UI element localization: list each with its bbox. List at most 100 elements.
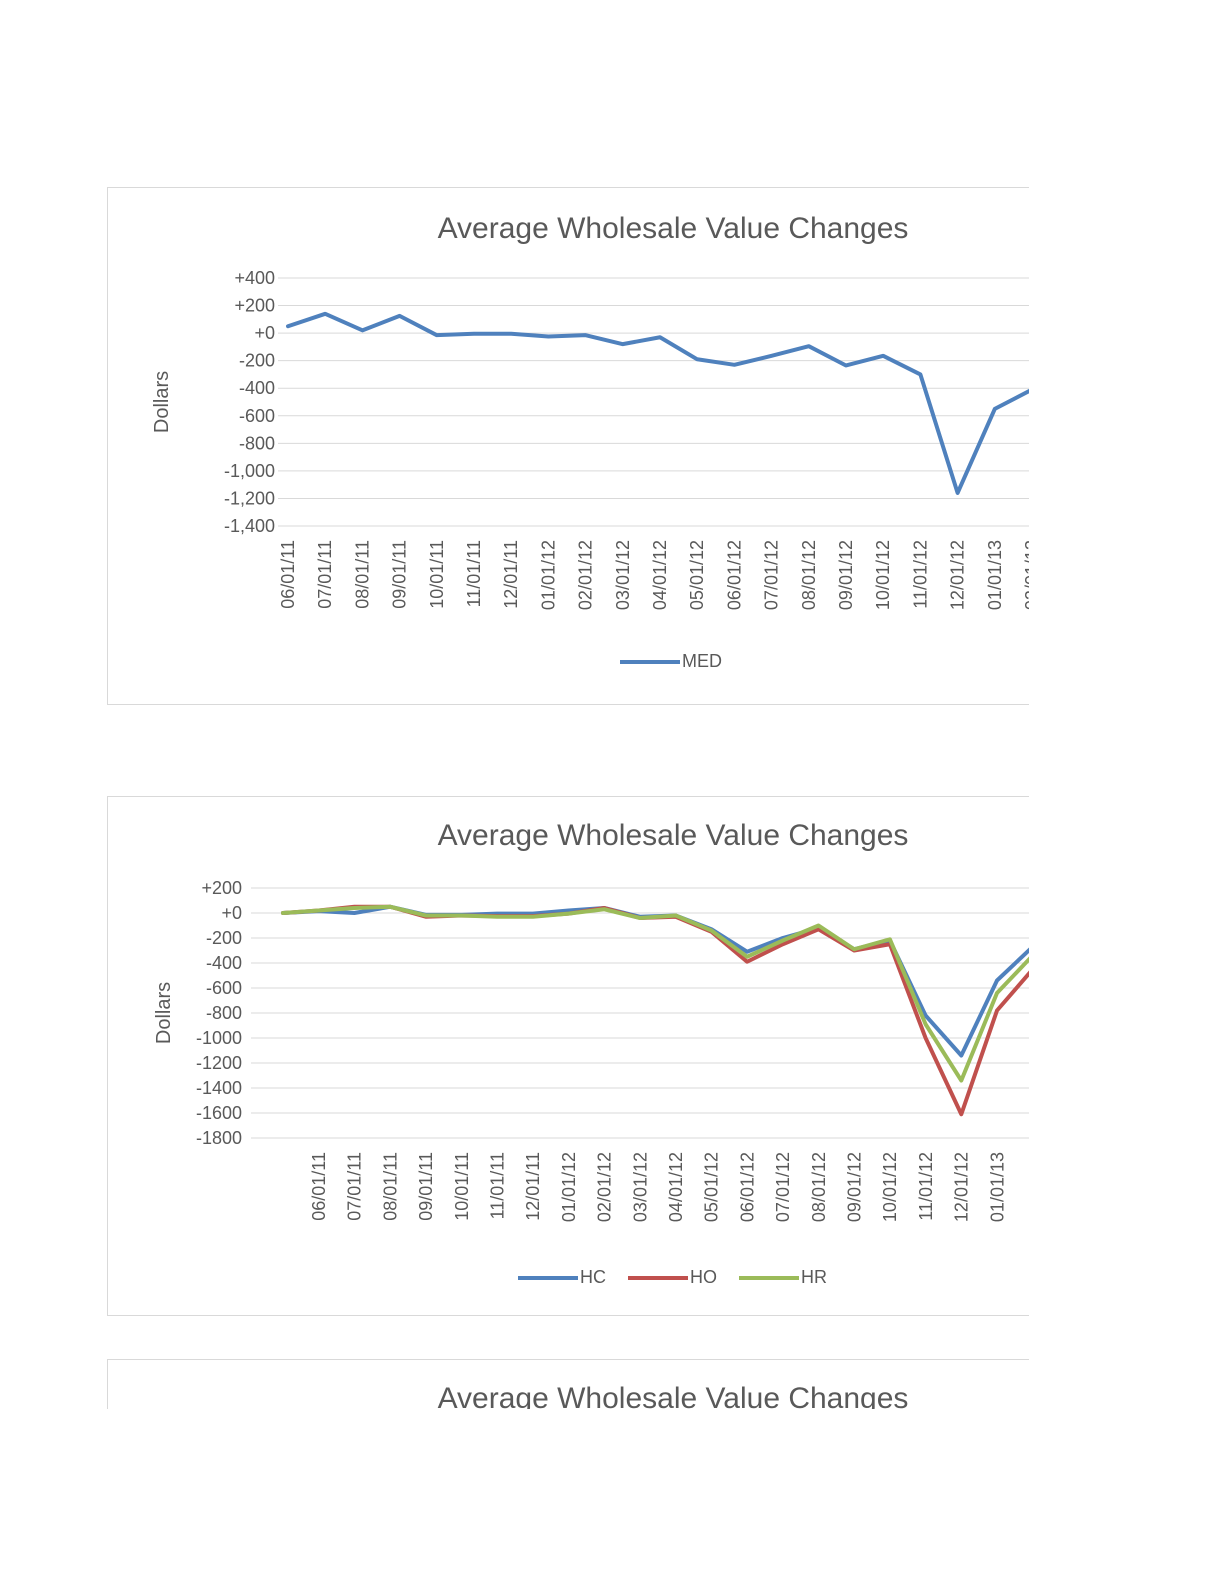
data-point-hr: [924, 1022, 928, 1026]
y-tick-label: -400: [239, 378, 275, 398]
x-tick-label: 01/01/12: [538, 540, 558, 610]
legend-label-hr: HR: [801, 1267, 827, 1287]
x-tick-label: 08/01/11: [380, 1152, 400, 1221]
data-point-hr: [638, 916, 642, 920]
x-tick-label: 08/01/12: [799, 540, 819, 610]
series-line-hc: [281, 904, 1029, 1058]
x-tick-label: 08/01/12: [809, 1152, 829, 1222]
data-point-hr: [602, 907, 606, 911]
x-tick-label: 06/01/11: [278, 540, 298, 609]
series-line-med: [286, 311, 1029, 495]
y-tick-label: -600: [206, 978, 242, 998]
data-point-hr: [567, 912, 571, 916]
x-tick-label: 04/01/12: [666, 1152, 686, 1222]
y-tick-label: -1,400: [224, 516, 275, 536]
data-point-med: [398, 314, 402, 318]
x-tick-label: 07/01/11: [315, 540, 335, 609]
data-point-med: [621, 342, 625, 346]
y-tick-label: -200: [239, 351, 275, 371]
y-tick-label: +0: [254, 323, 275, 343]
series-line-hr: [281, 904, 1029, 1083]
x-tick-label: 09/01/12: [845, 1152, 865, 1222]
x-tick-label: 11/01/11: [464, 540, 484, 607]
chart-title: Average Wholesale Value Changes: [437, 212, 909, 245]
data-point-hr: [460, 914, 463, 917]
legend-label-ho: HO: [690, 1267, 717, 1287]
data-point-ho: [781, 942, 785, 946]
chart-panel-hc-ho-hr: Average Wholesale Value Changes +200 +0 -2…: [107, 796, 1029, 1316]
x-tick-label: 04/01/12: [650, 540, 670, 610]
data-point-hr: [817, 924, 820, 927]
y-tick-label: -600: [239, 406, 275, 426]
data-point-hc: [567, 909, 571, 912]
x-tick-label: 12/01/11: [523, 1152, 543, 1221]
data-point-ho: [745, 960, 749, 964]
x-tick-label: 07/01/12: [762, 540, 782, 610]
x-tick-label: 11/01/11: [488, 1152, 508, 1219]
data-point-hr: [317, 909, 321, 912]
chart-title: Average Wholesale Value Changes: [437, 819, 909, 852]
x-tick-label: 02/01/12: [576, 540, 596, 610]
data-point-med: [323, 312, 327, 316]
data-point-hr: [709, 929, 713, 932]
chart-legend: HC HO HR: [518, 1267, 827, 1288]
data-point-hr: [531, 915, 535, 919]
y-tick-label: -1400: [196, 1078, 242, 1098]
data-point-med: [509, 332, 513, 336]
x-tick-label: 09/01/12: [836, 540, 856, 610]
data-point-hc: [995, 979, 999, 982]
data-point-med: [658, 335, 662, 339]
data-point-hr: [781, 939, 785, 942]
data-point-hr: [888, 937, 892, 941]
data-point-med: [770, 354, 774, 358]
x-tick-label: 12/01/12: [948, 540, 968, 610]
y-axis-title: Dollars: [151, 371, 173, 433]
data-point-hr: [424, 914, 428, 917]
data-point-ho: [959, 1112, 963, 1116]
x-tick-label: 02/01/12: [595, 1152, 615, 1222]
x-tick-label: 12/01/11: [501, 540, 521, 609]
y-tick-label: +400: [234, 268, 275, 288]
y-axis-title: Dollars: [153, 982, 175, 1044]
chart-legend: MED: [620, 651, 722, 672]
data-point-ho: [995, 1009, 999, 1012]
data-point-ho: [924, 1036, 928, 1040]
data-point-med: [918, 372, 922, 376]
legend-swatch-ho: [628, 1275, 688, 1280]
legend-swatch-hc: [518, 1275, 578, 1280]
legend-swatch-med: [620, 659, 680, 664]
data-point-med: [360, 328, 364, 332]
data-point-med: [956, 491, 960, 495]
page-blank-area: [0, 1409, 1224, 1584]
data-point-hr: [674, 914, 678, 917]
x-tick-label: 01/01/13: [987, 1152, 1007, 1222]
x-tick-label: 12/01/12: [952, 1152, 972, 1222]
data-point-hc: [924, 1014, 928, 1017]
legend-item-hr: HR: [739, 1267, 827, 1288]
x-tick-label: 09/01/11: [416, 1152, 436, 1221]
data-point-med: [546, 335, 550, 339]
x-tick-label: 10/01/12: [880, 1152, 900, 1222]
data-point-med: [584, 333, 588, 337]
data-point-ho: [817, 927, 820, 931]
x-tick-label: 11/01/12: [910, 540, 930, 609]
x-tick-label: 10/01/12: [873, 540, 893, 610]
y-tick-label: -400: [206, 953, 242, 973]
y-tick-label: -1600: [196, 1103, 242, 1123]
data-point-hc: [745, 950, 749, 954]
x-tick-label: 09/01/11: [390, 540, 410, 609]
x-tick-label: 10/01/11: [427, 540, 447, 609]
x-tick-label: 02/01/13: [1022, 540, 1029, 610]
chart-hc-ho-hr-svg: +200 +0 -200 -400 -600 -800 -1000 -1200 -1400 -16…: [153, 878, 1029, 1222]
legend-label-med: MED: [682, 651, 722, 671]
y-tick-label: -1200: [196, 1053, 242, 1073]
legend-swatch-hr: [739, 1275, 799, 1280]
data-point-med: [286, 324, 290, 328]
y-tick-label: -200: [206, 928, 242, 948]
x-tick-label: 03/01/12: [630, 1152, 650, 1222]
x-tick-label: 06/01/12: [724, 540, 744, 610]
x-tick-label: 01/01/13: [985, 540, 1005, 610]
legend-item-med: MED: [620, 651, 722, 672]
x-tick-label: 07/01/12: [773, 1152, 793, 1222]
x-tick-label: 08/01/11: [352, 540, 372, 609]
